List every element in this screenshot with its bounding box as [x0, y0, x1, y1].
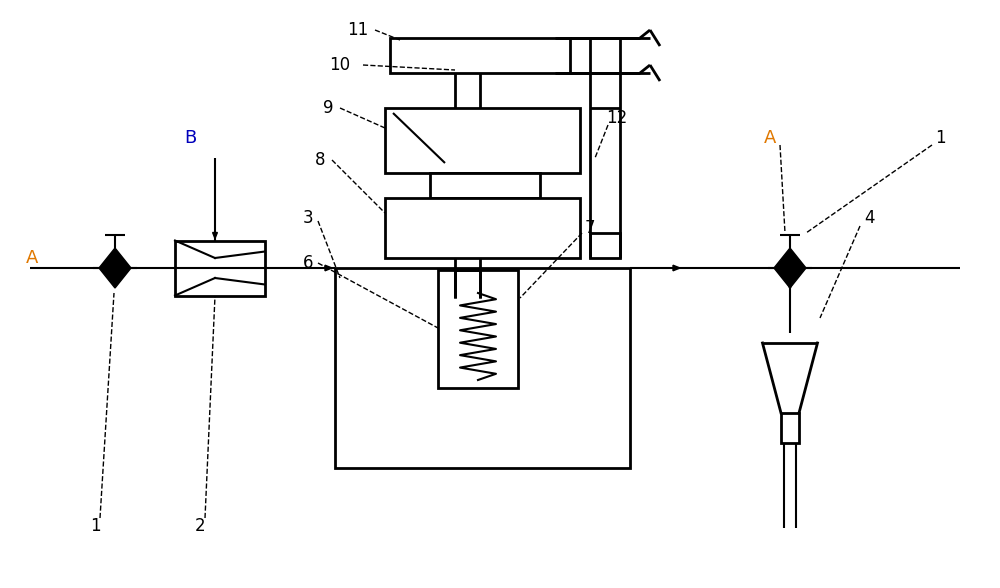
Text: 3: 3: [303, 209, 313, 227]
Text: 8: 8: [315, 151, 325, 169]
Text: 11: 11: [347, 21, 369, 39]
Polygon shape: [774, 248, 806, 268]
Bar: [385, 198, 580, 258]
Text: B: B: [184, 129, 196, 147]
Bar: [438, 270, 518, 388]
Bar: [385, 108, 580, 173]
Polygon shape: [673, 265, 680, 271]
Bar: [590, 233, 620, 258]
Text: 2: 2: [195, 517, 205, 535]
Polygon shape: [213, 232, 217, 239]
Polygon shape: [325, 265, 332, 271]
Bar: [430, 173, 540, 198]
Bar: [781, 413, 799, 443]
Polygon shape: [788, 283, 792, 289]
Text: A: A: [26, 249, 38, 267]
Text: 4: 4: [865, 209, 875, 227]
Bar: [175, 240, 265, 296]
Bar: [335, 268, 630, 468]
Polygon shape: [99, 248, 131, 268]
Text: A: A: [764, 129, 776, 147]
Text: 10: 10: [329, 56, 351, 74]
Polygon shape: [99, 268, 131, 288]
Text: 7: 7: [585, 219, 595, 237]
Text: 1: 1: [935, 129, 945, 147]
Text: 9: 9: [323, 99, 333, 117]
Bar: [390, 38, 570, 73]
Polygon shape: [774, 268, 806, 288]
Text: 6: 6: [303, 254, 313, 272]
Text: 1: 1: [90, 517, 100, 535]
Text: 12: 12: [606, 109, 628, 127]
